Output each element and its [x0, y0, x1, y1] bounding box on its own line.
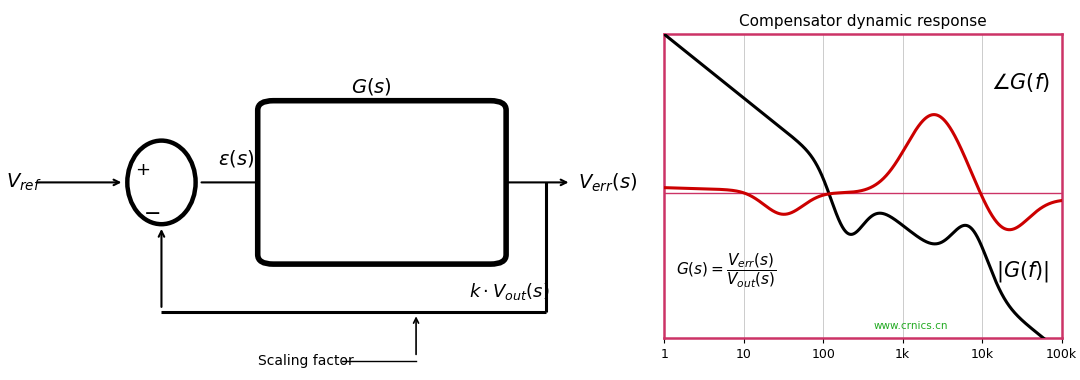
Text: $G(s)$: $G(s)$	[351, 76, 391, 97]
Text: $|G(f)|$: $|G(f)|$	[997, 259, 1050, 284]
Text: processing: processing	[326, 193, 438, 213]
Text: $\angle G(f)$: $\angle G(f)$	[991, 71, 1050, 94]
Text: $\varepsilon(s)$: $\varepsilon(s)$	[218, 148, 254, 169]
Text: Scaling factor: Scaling factor	[258, 354, 353, 368]
Text: Error: Error	[356, 152, 407, 171]
Text: $G(s)=\dfrac{V_{err}\left(s\right)}{V_{out}\left(s\right)}$: $G(s)=\dfrac{V_{err}\left(s\right)}{V_{o…	[676, 252, 777, 290]
Text: $V_{ref}$: $V_{ref}$	[6, 172, 42, 193]
Title: Compensator dynamic response: Compensator dynamic response	[739, 14, 987, 29]
Text: $k \cdot V_{out}\left(s\right)$: $k \cdot V_{out}\left(s\right)$	[469, 281, 550, 302]
Text: www.crnics.cn: www.crnics.cn	[874, 321, 948, 331]
FancyBboxPatch shape	[258, 101, 507, 264]
Text: $V_{err}\left(s\right)$: $V_{err}\left(s\right)$	[578, 171, 637, 193]
Text: $+$: $+$	[135, 161, 150, 179]
Text: $-$: $-$	[143, 203, 160, 222]
